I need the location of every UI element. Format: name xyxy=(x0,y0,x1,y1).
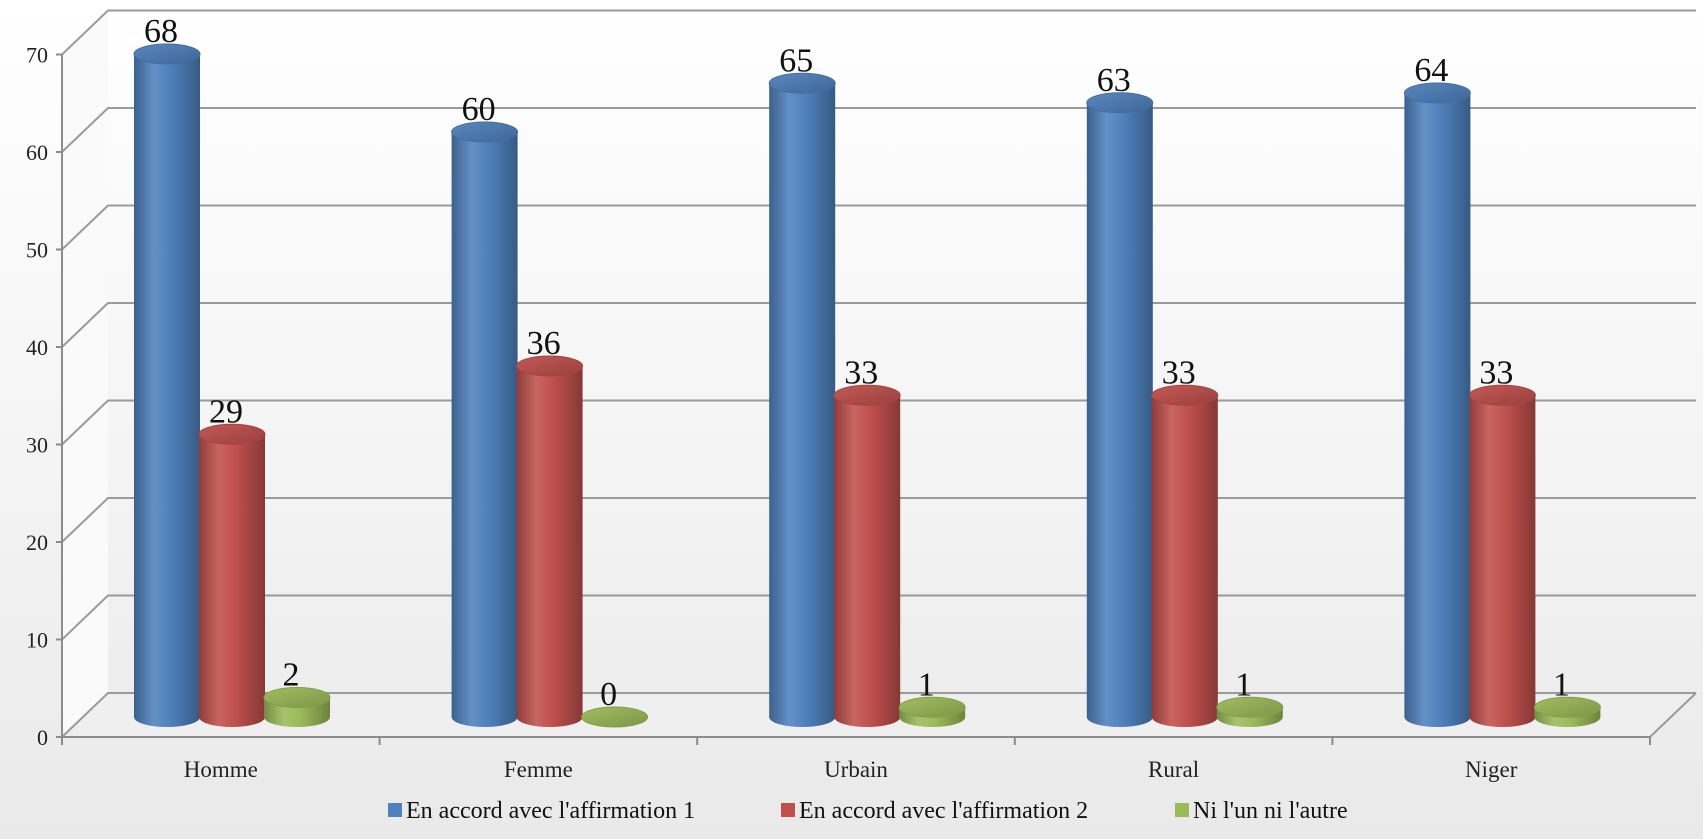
bar-body xyxy=(199,434,265,727)
x-tick-label: Rural xyxy=(1148,757,1199,782)
bar-urbain-series-1 xyxy=(768,72,836,728)
bar-homme-series-3 xyxy=(263,687,331,727)
legend-item-2: En accord avec l'affirmation 2 xyxy=(781,798,1088,824)
bar-top xyxy=(263,687,331,708)
x-tick-label: Urbain xyxy=(824,757,888,782)
bar-rural-series-1 xyxy=(1086,92,1154,728)
bar-top xyxy=(198,423,266,445)
bar-niger-series-3 xyxy=(1533,696,1601,728)
bars xyxy=(133,43,1601,728)
x-tick-label: Niger xyxy=(1465,757,1518,782)
bar-niger-series-2 xyxy=(1468,384,1536,728)
legend-label: En accord avec l'affirmation 1 xyxy=(406,798,695,824)
y-tick-label: 70 xyxy=(26,43,48,68)
data-label: 33 xyxy=(1162,354,1196,391)
bar-rural-series-2 xyxy=(1151,384,1219,728)
legend-label: En accord avec l'affirmation 2 xyxy=(799,798,1088,824)
data-labels: 68 29 2 60 36 0 65 33 1 63 33 1 64 33 1 xyxy=(144,13,1570,713)
bar-body xyxy=(834,395,901,728)
data-label: 64 xyxy=(1414,52,1448,89)
legend: En accord avec l'affirmation 1 En accord … xyxy=(388,798,1348,824)
bar-body xyxy=(134,54,200,727)
bar-top xyxy=(581,706,649,728)
y-tick-label: 0 xyxy=(37,725,48,750)
bar-niger-series-1 xyxy=(1403,82,1471,728)
bar-top xyxy=(451,121,519,143)
y-tick-label: 40 xyxy=(26,335,48,360)
bar-body xyxy=(769,83,836,728)
legend-swatch xyxy=(388,803,402,817)
bar-body xyxy=(1086,102,1153,728)
data-label: 33 xyxy=(1479,354,1513,391)
data-label: 1 xyxy=(1553,666,1570,703)
bar-top xyxy=(1533,696,1601,718)
side-wall xyxy=(62,10,108,737)
bar-rural-series-3 xyxy=(1216,696,1284,728)
y-tick-label: 50 xyxy=(26,238,48,263)
y-tick-label: 30 xyxy=(26,433,48,458)
gridline xyxy=(61,302,1696,348)
bar-top xyxy=(898,696,966,718)
bar-top xyxy=(1216,696,1284,718)
bar-urbain-series-2 xyxy=(833,384,901,728)
bar-femme-series-1 xyxy=(451,121,519,727)
gridline xyxy=(61,107,1696,153)
legend-swatch xyxy=(1175,803,1189,817)
gridline xyxy=(61,204,1696,251)
data-label: 0 xyxy=(600,676,617,713)
bar-top xyxy=(1151,384,1219,406)
data-label: 68 xyxy=(144,13,178,50)
legend-swatch xyxy=(781,803,795,817)
bar-top xyxy=(768,72,836,94)
bar-top xyxy=(1086,92,1154,114)
bar-top xyxy=(1468,384,1536,406)
bar-femme-series-3 xyxy=(581,706,649,728)
data-label: 60 xyxy=(462,91,496,128)
bar-top xyxy=(1403,82,1471,104)
bar-femme-series-2 xyxy=(516,355,584,728)
data-label: 1 xyxy=(1235,666,1252,703)
bar-homme-series-2 xyxy=(198,423,266,727)
y-tick-label: 10 xyxy=(26,628,48,653)
x-tick-label: Femme xyxy=(504,757,573,782)
bar-top xyxy=(516,355,584,377)
data-label: 65 xyxy=(779,42,813,79)
y-tick-label: 20 xyxy=(26,530,48,555)
gridline xyxy=(61,9,1696,56)
bar-body xyxy=(451,132,518,727)
floor-edge xyxy=(1649,692,1697,738)
bar-body xyxy=(1151,395,1218,728)
y-tick-label: 60 xyxy=(26,140,48,165)
bar-homme-series-1 xyxy=(133,43,201,727)
data-label: 29 xyxy=(209,393,243,430)
data-label: 33 xyxy=(844,354,878,391)
x-tick-label: Homme xyxy=(184,757,258,782)
legend-item-1: En accord avec l'affirmation 1 xyxy=(388,798,695,824)
bar-body xyxy=(1469,395,1536,728)
data-label: 63 xyxy=(1097,62,1131,99)
bar-body xyxy=(1404,93,1471,728)
data-label: 36 xyxy=(527,325,561,362)
data-label: 1 xyxy=(918,666,935,703)
bar-body xyxy=(516,366,583,728)
bar-top xyxy=(833,384,901,406)
bar-urbain-series-3 xyxy=(898,696,966,728)
legend-item-3: Ni l'un ni l'autre xyxy=(1175,798,1348,824)
bar-top xyxy=(133,43,201,65)
data-label: 2 xyxy=(283,657,300,694)
legend-label: Ni l'un ni l'autre xyxy=(1193,798,1348,824)
